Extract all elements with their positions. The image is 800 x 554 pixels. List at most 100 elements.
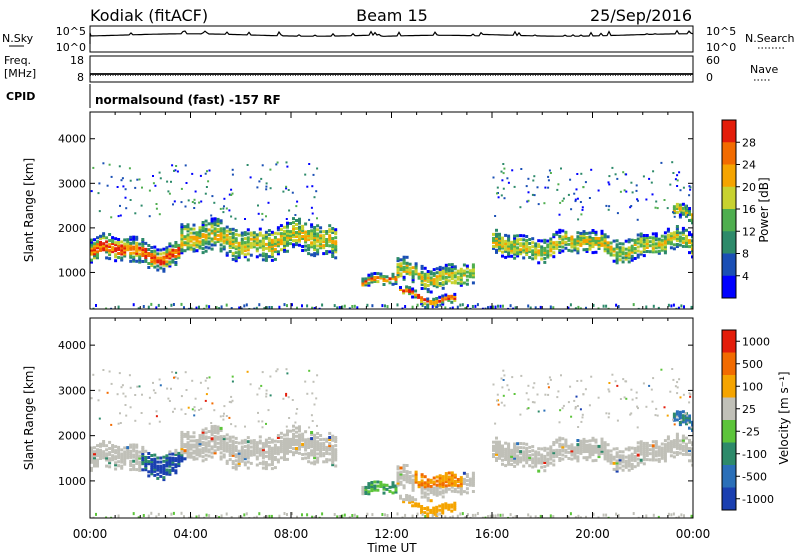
power-cell-828 xyxy=(399,258,403,262)
velocity-cell-911 xyxy=(435,485,439,489)
velocity-cell-639 xyxy=(298,445,301,449)
velocity-cell-460 xyxy=(240,445,244,449)
power-cell-1709 xyxy=(527,304,530,308)
power-cell-1386 xyxy=(618,250,622,254)
freq-label: Freq. xyxy=(4,54,31,67)
velocity-cell-787 xyxy=(373,488,377,492)
power-cell-539 xyxy=(267,247,271,251)
velocity-cell-810 xyxy=(394,488,398,492)
velocity-cell-1553 xyxy=(685,446,688,450)
power-cell-265 xyxy=(183,237,187,241)
power-cell-1691 xyxy=(466,304,469,308)
power-cell-1558 xyxy=(688,245,691,249)
power-cell-280 xyxy=(186,223,190,227)
power-cell-511 xyxy=(258,241,262,245)
velocity-cell-855 xyxy=(411,478,415,482)
velocity-cell-1164 xyxy=(525,446,529,450)
velocity-cell-1887 xyxy=(630,412,633,415)
velocity-cell-990 xyxy=(468,483,472,487)
velocity-cell-915 xyxy=(438,492,442,496)
velocity-cell-528 xyxy=(264,465,268,469)
power-cell-1932 xyxy=(110,216,113,219)
power-cell-1308 xyxy=(585,231,589,235)
power-cell-1395 xyxy=(621,246,625,250)
power-cell-1195 xyxy=(540,253,544,257)
power-cell-173 xyxy=(153,265,157,269)
velocity-cell-352 xyxy=(210,439,214,443)
power-cell-314 xyxy=(198,230,202,234)
velocity-cell-159 xyxy=(147,470,151,474)
power-cell-106 xyxy=(129,247,133,251)
power-cell-1298 xyxy=(582,236,586,240)
velocity-cell-124 xyxy=(135,459,139,463)
velocity-cell-1290 xyxy=(579,445,583,449)
power-cell-1137 xyxy=(516,246,520,250)
power-cell-1335 xyxy=(597,241,601,244)
velocity-cell-362 xyxy=(213,443,217,447)
power-cell-1460 xyxy=(645,236,649,239)
power-cell-1695 xyxy=(476,303,479,307)
power-cell-1028 xyxy=(426,305,430,309)
velocity-cell-1053 xyxy=(447,507,451,511)
power-cell-1965 xyxy=(500,194,503,197)
power-cell-442 xyxy=(234,233,238,237)
power-cell-645 xyxy=(298,225,301,229)
power-cell-910 xyxy=(435,279,439,283)
velocity-cell-614 xyxy=(289,439,292,443)
velocity-cell-1032 xyxy=(429,510,433,514)
velocity-cell-621 xyxy=(292,441,295,444)
power-cell-1690 xyxy=(464,307,467,309)
velocity-cell-976 xyxy=(459,480,463,484)
power-cell-1529 xyxy=(675,239,679,242)
power-cell-207 xyxy=(165,260,169,264)
power-cell-1259 xyxy=(564,232,568,236)
power-cell-1843 xyxy=(676,208,679,211)
power-cell-834 xyxy=(402,261,406,265)
power-cell-1361 xyxy=(606,235,610,239)
velocity-cell-209 xyxy=(165,462,169,466)
power-cell-172 xyxy=(150,246,154,249)
velocity-cell-378 xyxy=(216,427,220,431)
velocity-cell-1949 xyxy=(537,410,540,413)
power-cell-415 xyxy=(228,240,232,243)
velocity-cell-1873 xyxy=(567,401,570,404)
velocity-colorbar-swatch-0 xyxy=(722,330,736,353)
power-cell-545 xyxy=(267,233,271,237)
velocity-cell-1201 xyxy=(543,469,547,473)
power-cell-949 xyxy=(450,281,454,285)
power-cell-268 xyxy=(183,225,187,229)
power-cell-606 xyxy=(286,229,289,233)
velocity-cell-1871 xyxy=(222,415,225,418)
power-cell-1933 xyxy=(166,180,169,183)
power-cell-1540 xyxy=(678,235,682,239)
power-cell-676 xyxy=(310,245,314,249)
velocity-cell-1541 xyxy=(678,439,682,443)
power-cell-1828 xyxy=(655,200,658,203)
power-cell-903 xyxy=(432,278,436,282)
velocity-cell-1508 xyxy=(666,447,670,451)
velocity-cell-1557 xyxy=(688,459,691,463)
power-cell-642 xyxy=(298,231,301,235)
power-cell-331 xyxy=(204,241,208,245)
power-cell-1379 xyxy=(615,247,619,251)
power-cell-696 xyxy=(313,232,317,236)
power-cell-1673 xyxy=(386,305,389,309)
velocity-ytick-label-3: 4000 xyxy=(58,339,86,352)
power-cell-1293 xyxy=(579,231,583,235)
velocity-cell-1770 xyxy=(191,408,194,411)
velocity-cell-1935 xyxy=(666,414,669,417)
power-cell-1509 xyxy=(666,237,670,241)
power-cell-123 xyxy=(135,253,139,257)
power-cell-493 xyxy=(252,241,256,245)
power-cell-376 xyxy=(216,223,220,227)
velocity-cell-764 xyxy=(334,448,338,452)
velocity-cell-1500 xyxy=(663,453,667,457)
power-cell-633 xyxy=(295,231,298,234)
velocity-cell-858 xyxy=(414,478,418,482)
power-cell-219 xyxy=(168,252,172,256)
velocity-cell-1908 xyxy=(308,426,311,429)
power-cell-1697 xyxy=(484,307,487,309)
power-cell-768 xyxy=(334,228,338,232)
velocity-cell-1111 xyxy=(507,448,511,452)
power-cell-1628 xyxy=(198,305,200,309)
